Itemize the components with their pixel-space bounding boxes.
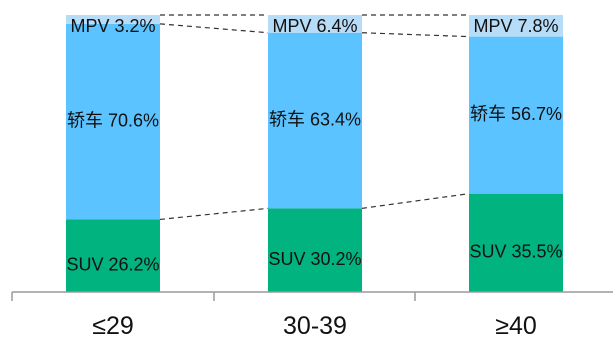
bars-group [66,15,563,292]
bar-suv-2 [268,208,362,292]
x-tick-label-1: ≤29 [92,312,134,340]
bar-mpv-1 [66,15,160,24]
segment-labels: SUV 26.2% 轿车 70.6% MPV 3.2% SUV 30.2% 轿车 63.… [66,16,562,275]
bar-sedan-2 [268,32,362,209]
bar-mpv-2 [268,15,362,33]
segment-label-2-2: 轿车 63.4% [269,109,361,129]
segment-label-3-1: SUV 35.5% [469,242,562,262]
x-axis-ticks [11,292,416,301]
bar-sedan-3 [469,36,563,194]
x-tick-label-2: 30-39 [283,312,347,340]
segment-label-1-3: MPV 3.2% [70,16,155,36]
segment-label-3-2: 轿车 56.7% [470,104,562,124]
segment-label-2-1: SUV 30.2% [268,249,361,269]
connector-lines [159,14,470,221]
x-tick-labels: ≤29 30-39 ≥40 [92,312,537,340]
connector-suv-1 [159,207,269,221]
segment-label-3-3: MPV 7.8% [473,16,558,36]
bar-sedan-1 [66,23,160,220]
x-tick-label-3: ≥40 [495,312,537,340]
connector-suv-2 [361,193,470,209]
segment-label-1-2: 轿车 70.6% [67,110,159,130]
bar-mpv-3 [469,15,563,37]
bar-suv-1 [66,219,160,292]
connector-sedan-2 [361,32,470,38]
bar-suv-3 [469,193,563,292]
connector-sedan-1 [159,23,269,34]
segment-label-2-3: MPV 6.4% [272,16,357,36]
segment-label-1-1: SUV 26.2% [66,254,159,274]
